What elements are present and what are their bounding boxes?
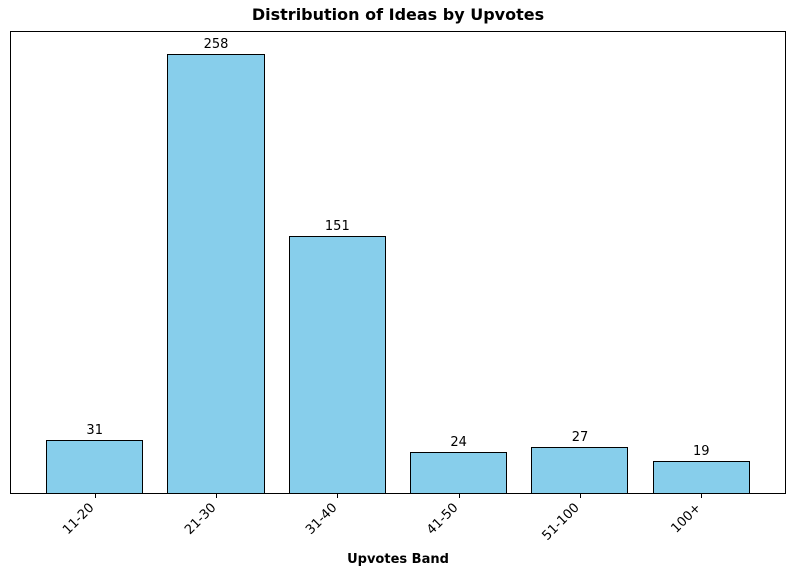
x-tick-mark (215, 494, 217, 498)
bar (652, 460, 750, 493)
x-tick-label: 11-20 (60, 500, 98, 538)
x-tick-label: 100+ (668, 500, 705, 537)
x-tick-label: 21-30 (181, 500, 220, 538)
chart-title: Distribution of Ideas by Upvotes (251, 5, 545, 24)
x-tick-mark (94, 494, 96, 498)
bar (531, 447, 629, 493)
bar-value-label: 31 (86, 423, 103, 439)
bar-value-label: 27 (571, 430, 589, 446)
x-tick-label: 51-100 (539, 500, 584, 544)
x-axis-ticks: 11-20 21-30 31-40 41-50 51-100 100+ (12, 494, 785, 578)
x-tick-mark (579, 494, 581, 498)
bar (167, 54, 265, 493)
plot-area: 31 258 151 24 27 19 (10, 31, 786, 494)
x-tick-label: 41-50 (424, 500, 462, 538)
bar-value-label: 19 (693, 443, 710, 459)
bar-value-label: 24 (450, 435, 467, 451)
x-tick-mark (337, 494, 339, 498)
x-tick-mark (701, 494, 703, 498)
bar-value-label: 151 (324, 219, 350, 235)
x-tick-label: 31-40 (303, 500, 341, 538)
bar (288, 236, 386, 493)
bar (410, 452, 508, 493)
bar (46, 440, 144, 493)
x-axis-label: Upvotes Band (347, 552, 449, 567)
bar-value-label: 258 (203, 37, 229, 53)
x-tick-mark (458, 494, 460, 498)
